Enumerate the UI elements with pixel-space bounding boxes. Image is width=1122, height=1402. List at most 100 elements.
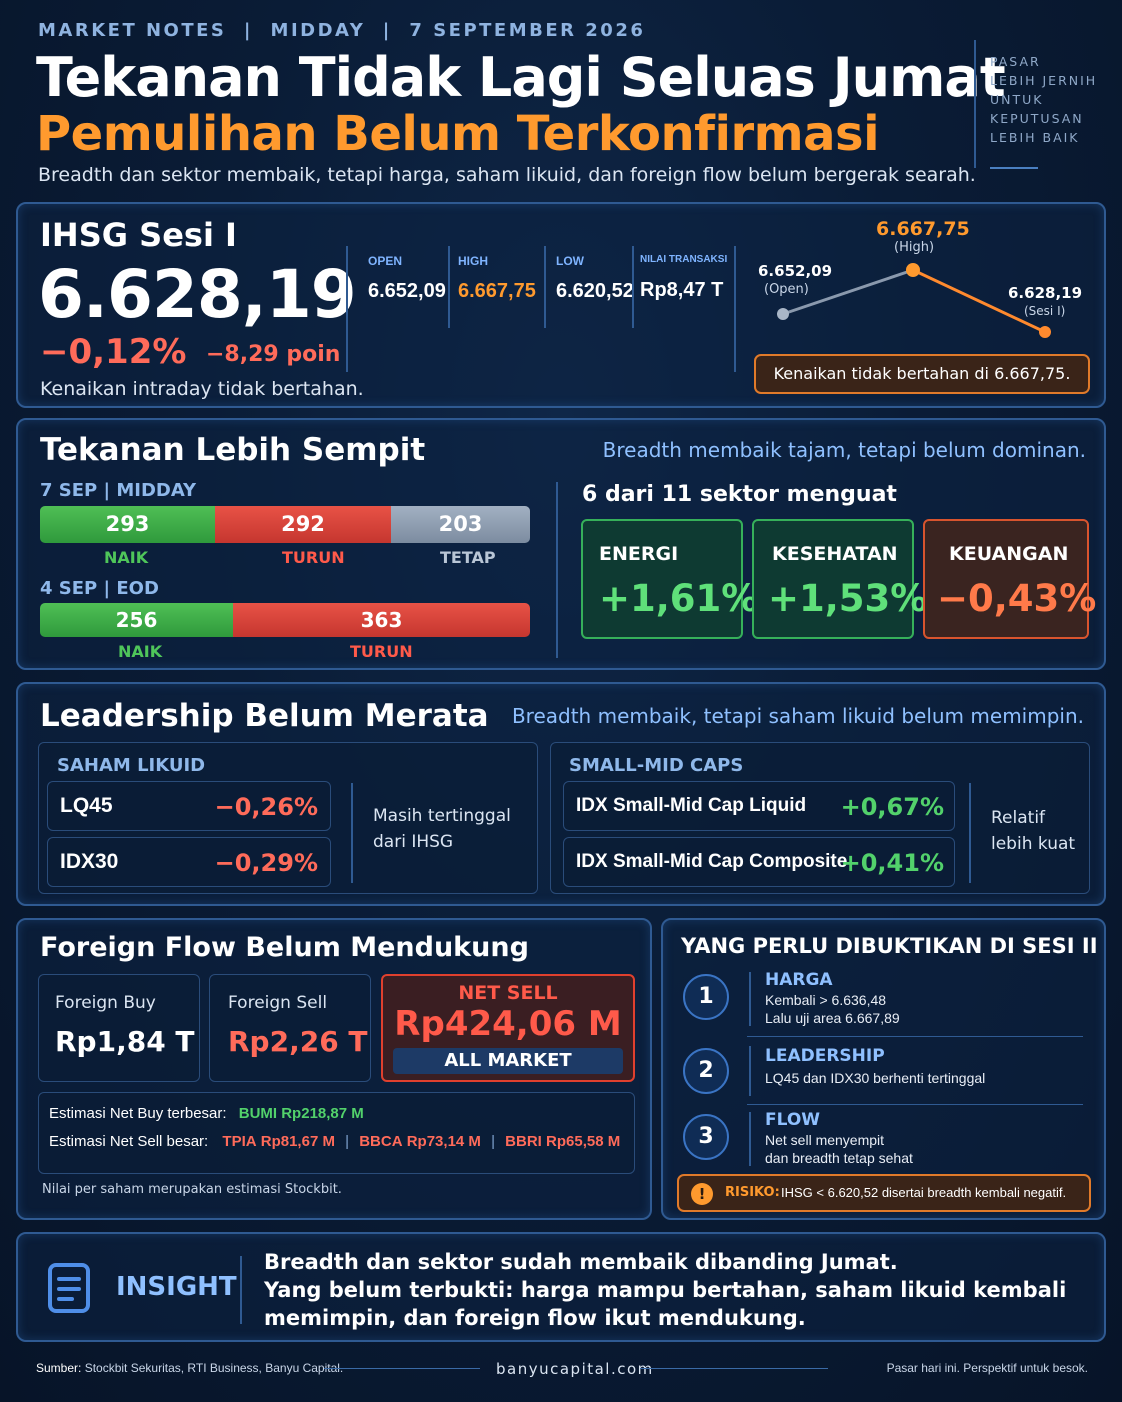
stat-label: OPEN [368, 254, 403, 268]
footer-line-right [640, 1368, 828, 1369]
stat-label: NILAI TRANSAKSI [640, 254, 728, 265]
checklist-panel: YANG PERLU DIBUKTIKAN DI SESI II 1 HARGA… [661, 918, 1106, 1220]
chart-close-label: (Sesi I) [1024, 304, 1066, 318]
sector-name: KEUANGAN [949, 543, 1069, 565]
step-head: LEADERSHIP [765, 1046, 885, 1066]
net-sell-code: BBCA [359, 1133, 403, 1150]
kicker: MARKET NOTES | MIDDAY | 7 SEPTEMBER 2026 [38, 20, 646, 41]
index-row-lq45: LQ45 −0,26% [47, 781, 331, 831]
smallmid-note: Relatif lebih kuat [991, 805, 1075, 857]
insight-panel: INSIGHT Breadth dan sektor sudah membaik… [16, 1232, 1106, 1342]
intraday-line-down [912, 268, 1046, 334]
stat-divider [448, 246, 450, 328]
sector-heading: 6 dari 11 sektor menguat [582, 482, 897, 507]
foreign-footnote: Nilai per saham merupakan estimasi Stock… [42, 1182, 342, 1197]
high-point [906, 263, 920, 277]
chart-high-value: 6.667,75 [876, 218, 970, 240]
stat-value: 6.667,75 [458, 280, 536, 302]
tagline-line: LEBIH JERNIH [990, 73, 1098, 88]
stat-open: OPEN 6.652,09 [368, 254, 452, 303]
step-divider [749, 1046, 751, 1096]
step-head: HARGA [765, 970, 833, 990]
foreign-buy-card: Foreign Buy Rp1,84 T [38, 974, 200, 1082]
index-value: −0,26% [214, 793, 318, 821]
insight-label: INSIGHT [116, 1272, 237, 1302]
stat-high: HIGH 6.667,75 [458, 254, 548, 303]
chart-open-value: 6.652,09 [758, 262, 833, 280]
liquid-note: Masih tertinggal dari IHSG [373, 803, 511, 855]
step-number: 3 [683, 1114, 729, 1160]
chart-close-value: 6.628,19 [1008, 284, 1083, 302]
label-turun: TURUN [282, 548, 345, 567]
smallmid-divider [969, 783, 971, 883]
stat-label: HIGH [458, 254, 488, 268]
index-name: LQ45 [60, 794, 113, 817]
footer-site[interactable]: banyucapital.com [496, 1360, 654, 1378]
note-line: lebih kuat [991, 834, 1076, 854]
smallmid-heading: SMALL-MID CAPS [569, 755, 744, 776]
index-value: +0,67% [840, 793, 944, 821]
insight-text: Breadth dan sektor sudah membaik dibandi… [264, 1248, 1066, 1332]
net-sell-label: NET SELL [458, 982, 558, 1004]
stat-divider [544, 246, 546, 328]
checklist-sep [747, 1104, 1083, 1105]
checklist-sep [747, 1036, 1083, 1037]
stat-transaction: NILAI TRANSAKSI Rp8,47 T [640, 254, 730, 302]
net-sell-value: Rp424,06 M [394, 1004, 622, 1044]
chart-callout: Kenaikan tidak bertahan di 6.667,75. [754, 354, 1090, 394]
liquid-box: SAHAM LIKUID LQ45 −0,26% IDX30 −0,29% Ma… [38, 742, 538, 894]
chart-divider [734, 246, 736, 372]
risk-label: RISIKO: [725, 1185, 780, 1200]
step-divider [749, 972, 751, 1026]
stat-divider [632, 246, 634, 328]
step-line: Kembali > 6.636,48 [765, 992, 887, 1008]
checklist-item-1: 1 HARGA Kembali > 6.636,48 Lalu uji area… [681, 970, 1089, 1034]
tagline-line: KEPUTUSAN [990, 111, 1084, 126]
breadth-title: Tekanan Lebih Sempit [40, 432, 426, 468]
document-icon [48, 1263, 90, 1313]
net-sell-code: BBRI [505, 1133, 542, 1150]
ihsg-note: Kenaikan intraday tidak bertahan. [40, 378, 364, 400]
ihsg-change-pts: −8,29 poin [206, 342, 341, 367]
intraday-chart [777, 263, 1051, 338]
stat-low: LOW 6.620,52 [556, 254, 640, 303]
note-line: Masih tertinggal [373, 806, 511, 826]
risk-callout: ! RISIKO: IHSG < 6.620,52 disertai bread… [677, 1174, 1091, 1212]
breadth-divider [556, 482, 558, 658]
main-subtitle: Pemulihan Belum Terkonfirmasi [36, 106, 880, 162]
index-name: IDX Small-Mid Cap Composite [576, 851, 848, 872]
separator: | [345, 1133, 350, 1150]
checklist-item-2: 2 LEADERSHIP LQ45 dan IDX30 berhenti ter… [681, 1044, 1089, 1104]
sector-card-energi: ENERGI +1,61% [581, 519, 758, 639]
stat-value: 6.620,52 [556, 280, 634, 302]
checklist-title: YANG PERLU DIBUKTIKAN DI SESI II [681, 934, 1098, 958]
ihsg-panel: IHSG Sesi I 6.628,19 −0,12% −8,29 poin K… [16, 202, 1106, 408]
label-tetap: TETAP [440, 548, 496, 567]
breadth-subtitle: Breadth membaik tajam, tetapi belum domi… [602, 438, 1086, 462]
index-row-smc-liquid: IDX Small-Mid Cap Liquid +0,67% [563, 781, 955, 831]
bar-segment-turun: 292 [215, 506, 391, 543]
step-number: 2 [683, 1048, 729, 1094]
bar-segment-naik: 293 [40, 506, 215, 543]
sector-value: −0,43% [937, 577, 1097, 620]
net-sell-value: Rp73,14 M [406, 1133, 481, 1150]
step-line: Lalu uji area 6.667,89 [765, 1010, 900, 1026]
ihsg-value: 6.628,19 [38, 256, 357, 333]
per-stock-box: Estimasi Net Buy terbesar: BUMI Rp218,87… [38, 1092, 635, 1174]
foreign-sell-card: Foreign Sell Rp2,26 T [209, 974, 371, 1082]
footer-source: Sumber: Stockbit Sekuritas, RTI Business… [36, 1361, 343, 1375]
tagline-underline [990, 167, 1038, 169]
insight-line: Yang belum terbukti: harga mampu bertaha… [264, 1278, 1067, 1302]
insight-divider [240, 1256, 242, 1324]
label-turun: TURUN [350, 642, 413, 661]
separator: | [491, 1133, 495, 1150]
intraday-line-up [782, 268, 914, 316]
index-value: +0,41% [840, 849, 944, 877]
insight-line: Breadth dan sektor sudah membaik dibandi… [264, 1250, 898, 1274]
tagline: PASAR LEBIH JERNIH UNTUK KEPUTUSAN LEBIH… [990, 52, 1097, 147]
tagline-line: LEBIH BAIK [990, 130, 1080, 145]
step-divider [749, 1112, 751, 1166]
index-row-idx30: IDX30 −0,29% [47, 837, 331, 887]
footer-source-text: Stockbit Sekuritas, RTI Business, Banyu … [84, 1361, 344, 1375]
net-sell-card: NET SELL Rp424,06 M ALL MARKET [381, 974, 635, 1082]
